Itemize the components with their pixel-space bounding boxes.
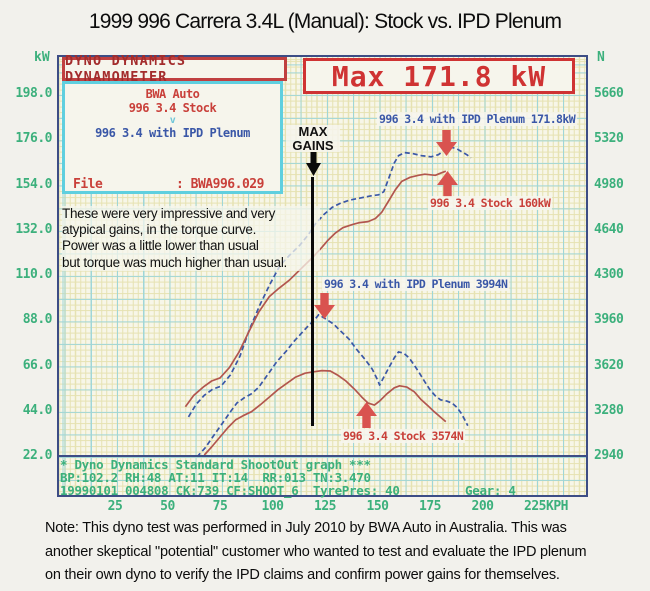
left-tick: 44.0 — [22, 402, 53, 418]
comment-line: but torque was much higher than usual. — [62, 254, 287, 270]
max-gains-label: MAX GAINS — [286, 125, 340, 152]
max-gains-line2: GAINS — [292, 137, 334, 153]
comment-line: atypical gains, in the torque curve. — [62, 222, 257, 238]
legend-box: BWA Auto 996 3.4 Stock v 996 3.4 with IP… — [62, 81, 283, 194]
max-gains-line1: MAX — [298, 124, 328, 139]
right-tick: 4300 — [594, 267, 624, 282]
legend-shop: BWA Auto — [145, 87, 200, 101]
curve-996-3-4-with-ipd-plenum-power- — [187, 146, 472, 418]
right-tick: 3280 — [594, 402, 624, 418]
curve-996-3-4-with-ipd-plenum-torque- — [197, 313, 469, 455]
status-line-1: * Dyno Dynamics Standard ShootOut graph … — [60, 457, 371, 472]
max-power-text: Max 171.8 kW — [331, 59, 547, 93]
legend-versus: v — [169, 115, 176, 126]
left-axis-unit: kW — [34, 50, 50, 65]
annotation-stock-torque: 996 3.4 Stock 3574N — [341, 429, 466, 443]
curve-996-3-4-stock-power- — [184, 170, 447, 408]
x-tick: 225 — [524, 499, 546, 514]
annotation-ipd-power: 996 3.4 with IPD Plenum 171.8kW — [377, 112, 578, 126]
legend-run-ipd: 996 3.4 with IPD Plenum — [95, 126, 250, 140]
right-tick: 2940 — [594, 448, 624, 463]
x-axis-unit: KPH — [546, 499, 568, 514]
left-tick: 176.0 — [15, 131, 52, 147]
dyno-header-box: DYNO DYNAMICS DYNAMOMETER — [62, 53, 287, 85]
annotation-ipd-torque: 996 3.4 with IPD Plenum 3994N — [322, 277, 510, 291]
note-line: another skeptical "potential" customer w… — [45, 543, 587, 560]
x-tick: 25 — [107, 499, 123, 514]
file-label: File — [73, 177, 103, 192]
x-tick: 150 — [366, 499, 389, 514]
comment-line: Power was a little lower than usual — [62, 238, 259, 254]
dyno-curves-svg — [184, 146, 472, 455]
left-tick: 110.0 — [15, 267, 52, 282]
file-value: : BWA996.029 — [176, 177, 264, 192]
left-tick: 66.0 — [22, 357, 53, 373]
status-line-2: BP:102.2 RH:48 AT:11 IT:14 RR:013 TN:3.4… — [60, 470, 371, 485]
right-tick: 3960 — [594, 312, 624, 328]
left-tick: 22.0 — [22, 448, 53, 463]
note-line: Note: This dyno test was performed in Ju… — [45, 520, 567, 536]
right-tick: 3620 — [594, 357, 624, 373]
right-tick: 5660 — [594, 86, 624, 101]
left-tick: 88.0 — [22, 312, 53, 328]
page-title: 1999 996 Carrera 3.4L (Manual): Stock vs… — [88, 10, 562, 33]
right-axis-unit: N — [597, 50, 605, 65]
comment-block: These were very impressive and very atyp… — [62, 206, 320, 271]
x-tick: 100 — [261, 499, 284, 514]
x-tick: 50 — [160, 499, 175, 514]
x-tick: 125 — [314, 499, 336, 514]
x-tick: 175 — [419, 499, 441, 514]
comment-line: These were very impressive and very — [62, 206, 276, 221]
x-tick: 200 — [471, 499, 494, 514]
curve-996-3-4-stock-torque- — [203, 369, 447, 455]
right-tick: 4980 — [594, 176, 624, 192]
note-text: Note: This dyno test was performed in Ju… — [45, 517, 625, 588]
max-gains-vertical-line — [311, 177, 314, 426]
status-divider-line — [57, 455, 588, 457]
status-gear: Gear: 4 — [465, 483, 516, 498]
legend-file-row: File : BWA996.029 — [73, 177, 283, 192]
x-tick: 75 — [212, 499, 228, 514]
note-line: on their own dyno to verify the IPD clai… — [45, 567, 560, 583]
status-line-3: 19990101 004808 CK:739 CF:SHOOT_6 TyrePr… — [60, 483, 400, 498]
right-tick: 4640 — [594, 221, 624, 237]
legend-run-stock: 996 3.4 Stock — [128, 101, 217, 115]
left-tick: 154.0 — [15, 176, 52, 192]
max-power-box: Max 171.8 kW — [303, 58, 575, 94]
annotation-stock-power: 996 3.4 Stock 160kW — [428, 196, 553, 210]
left-tick: 132.0 — [15, 221, 52, 237]
left-tick: 198.0 — [15, 86, 52, 101]
right-tick: 5320 — [594, 131, 624, 147]
